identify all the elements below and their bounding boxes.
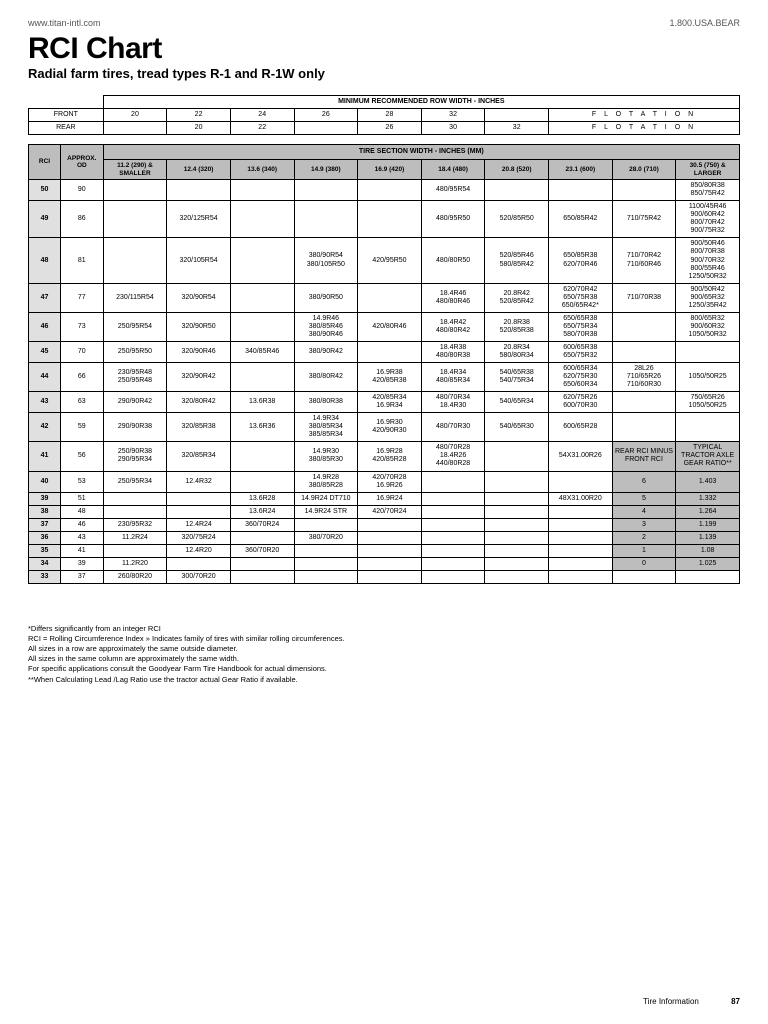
phone: 1.800.USA.BEAR — [669, 18, 740, 28]
page-title: RCI Chart — [28, 32, 740, 66]
rci-table: MINIMUM RECOMMENDED ROW WIDTH - INCHESFR… — [28, 95, 740, 584]
top-bar: www.titan-intl.com 1.800.USA.BEAR — [28, 18, 740, 28]
footer-page: 87 — [731, 997, 740, 1006]
footnotes: *Differs significantly from an integer R… — [28, 624, 740, 685]
page-subtitle: Radial farm tires, tread types R-1 and R… — [28, 66, 740, 81]
page-footer: Tire Information 87 — [643, 997, 740, 1006]
footer-section: Tire Information — [643, 997, 699, 1006]
site-url: www.titan-intl.com — [28, 18, 101, 28]
